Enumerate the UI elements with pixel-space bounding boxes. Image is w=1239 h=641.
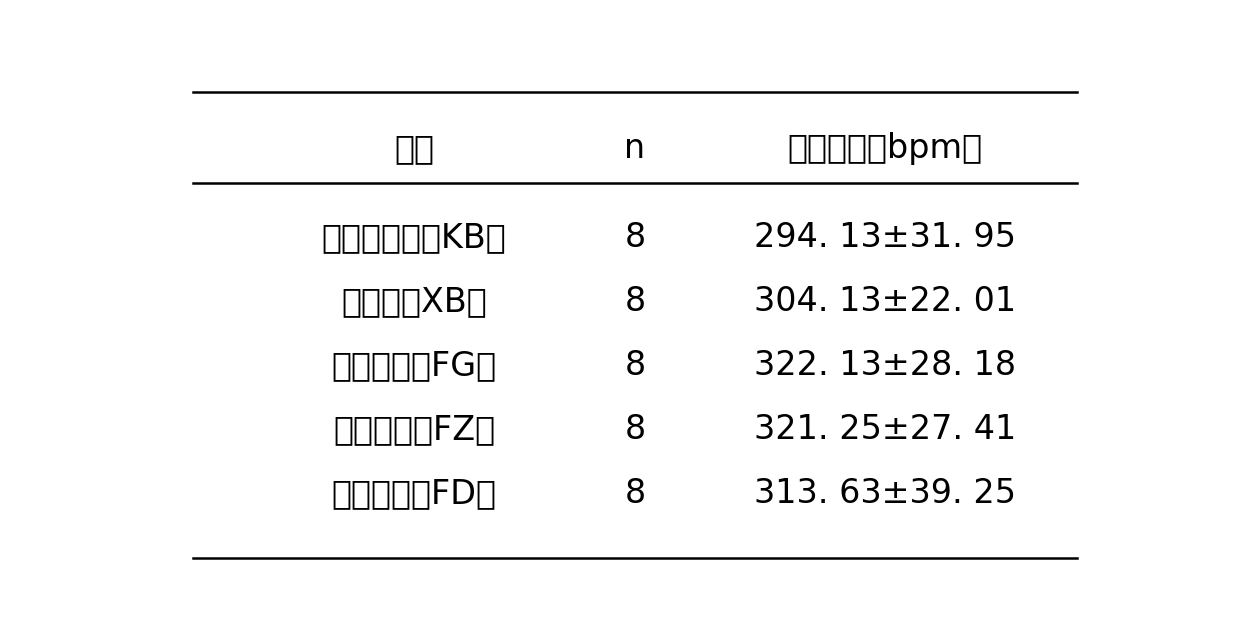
- Text: 321. 25±27. 41: 321. 25±27. 41: [753, 413, 1016, 446]
- Text: 8: 8: [624, 285, 646, 318]
- Text: 自主心率（bpm）: 自主心率（bpm）: [787, 132, 983, 165]
- Text: 空白对照组（KB）: 空白对照组（KB）: [322, 221, 507, 254]
- Text: 313. 63±39. 25: 313. 63±39. 25: [753, 478, 1016, 510]
- Text: 心宝组（XB）: 心宝组（XB）: [341, 285, 487, 318]
- Text: 304. 13±22. 01: 304. 13±22. 01: [753, 285, 1016, 318]
- Text: 8: 8: [624, 349, 646, 382]
- Text: 294. 13±31. 95: 294. 13±31. 95: [753, 221, 1016, 254]
- Text: 8: 8: [624, 221, 646, 254]
- Text: 8: 8: [624, 413, 646, 446]
- Text: n: n: [624, 132, 646, 165]
- Text: 实施例一（FG）: 实施例一（FG）: [332, 349, 497, 382]
- Text: 8: 8: [624, 478, 646, 510]
- Text: 322. 13±28. 18: 322. 13±28. 18: [753, 349, 1016, 382]
- Text: 实施例二（FZ）: 实施例二（FZ）: [333, 413, 496, 446]
- Text: 分组: 分组: [394, 132, 434, 165]
- Text: 实施例三（FD）: 实施例三（FD）: [332, 478, 497, 510]
